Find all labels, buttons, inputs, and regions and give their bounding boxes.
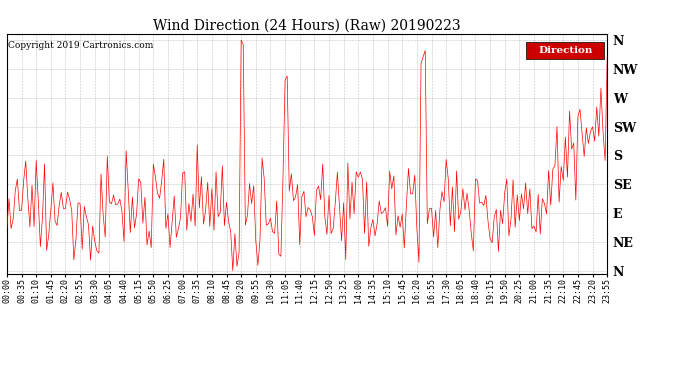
Text: Direction: Direction (538, 46, 593, 55)
Text: Copyright 2019 Cartronics.com: Copyright 2019 Cartronics.com (8, 41, 153, 50)
FancyBboxPatch shape (526, 42, 604, 59)
Title: Wind Direction (24 Hours) (Raw) 20190223: Wind Direction (24 Hours) (Raw) 20190223 (153, 19, 461, 33)
